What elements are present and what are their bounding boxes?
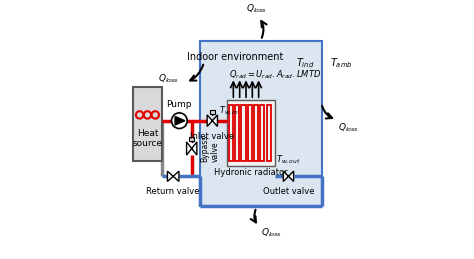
Polygon shape [167, 171, 179, 182]
Bar [248, 105, 252, 161]
Text: $T_{amb}$: $T_{amb}$ [329, 56, 352, 70]
Bar [227, 100, 275, 166]
Polygon shape [207, 115, 218, 126]
Text: $Q_{loss}$: $Q_{loss}$ [261, 227, 282, 239]
Bar [235, 105, 239, 161]
Bar [241, 105, 246, 161]
Text: Hydronic radiator: Hydronic radiator [214, 168, 288, 177]
Text: Pump: Pump [166, 100, 192, 109]
Bar [189, 137, 194, 141]
Bar [260, 105, 264, 161]
Text: Return valve: Return valve [146, 186, 200, 196]
Text: $Q_{loss}$: $Q_{loss}$ [158, 72, 179, 85]
Circle shape [172, 113, 187, 128]
Text: $T_{ind}$: $T_{ind}$ [296, 56, 314, 70]
Bar [133, 87, 162, 161]
Text: Heat
source: Heat source [132, 129, 163, 148]
Text: Outlet valve: Outlet valve [263, 186, 314, 196]
Bar [200, 41, 322, 206]
Text: Indoor environment: Indoor environment [187, 52, 283, 62]
Text: Bypass
valve: Bypass valve [200, 135, 219, 162]
Text: $Q_{rad}=U_{rad}.A_{rad}.LMTD$: $Q_{rad}=U_{rad}.A_{rad}.LMTD$ [229, 68, 321, 81]
Bar [210, 110, 215, 114]
Text: $T_{w,out}$: $T_{w,out}$ [276, 154, 301, 166]
Polygon shape [283, 171, 293, 182]
Text: $T_{w,in}$: $T_{w,in}$ [219, 104, 239, 117]
Bar [254, 105, 258, 161]
Text: $Q_{loss}$: $Q_{loss}$ [246, 2, 267, 15]
Text: $Q_{loss}$: $Q_{loss}$ [338, 122, 359, 134]
Bar [229, 105, 233, 161]
Text: Inlet valve: Inlet valve [190, 132, 234, 141]
Bar [267, 105, 271, 161]
Polygon shape [175, 116, 185, 125]
Polygon shape [187, 142, 197, 155]
